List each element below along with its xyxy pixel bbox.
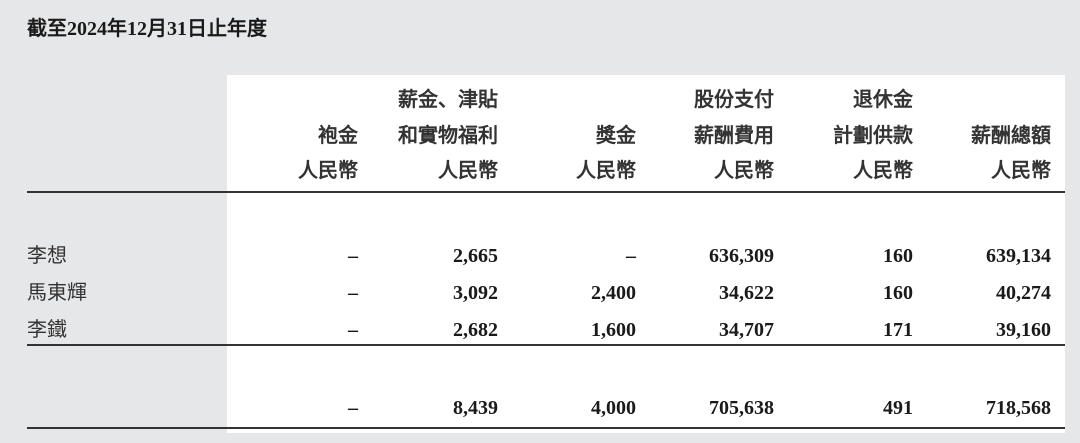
table-cell: 636,309 xyxy=(709,245,774,267)
table-cell: 160 xyxy=(883,282,913,304)
row-name: 馬東輝 xyxy=(27,282,87,304)
table-cell: 39,160 xyxy=(996,319,1051,341)
column-header-line: 薪酬費用 xyxy=(694,125,774,147)
column-header-line: 退休金 xyxy=(853,89,913,111)
table-cell: 3,092 xyxy=(453,282,498,304)
column-header-line: 人民幣 xyxy=(298,160,358,182)
table-cell: 639,134 xyxy=(986,245,1051,267)
total-cell: 718,568 xyxy=(986,397,1051,419)
total-cell: 8,439 xyxy=(453,397,498,419)
table-cell: 171 xyxy=(883,319,913,341)
subtotal-rule xyxy=(27,344,1065,346)
column-header-line: 人民幣 xyxy=(438,160,498,182)
table-cell: 2,400 xyxy=(591,282,636,304)
total-rule xyxy=(27,427,1065,429)
column-header-line: 薪金、津貼 xyxy=(398,89,498,111)
table-cell: – xyxy=(348,319,358,341)
total-cell: 491 xyxy=(883,397,913,419)
column-header-line: 人民幣 xyxy=(991,160,1051,182)
column-header-line: 人民幣 xyxy=(853,160,913,182)
total-cell: 705,638 xyxy=(709,397,774,419)
row-name: 李想 xyxy=(27,245,67,267)
table-cell: 1,600 xyxy=(591,319,636,341)
table-title: 截至2024年12月31日止年度 xyxy=(27,18,267,40)
total-cell: – xyxy=(348,397,358,419)
column-header-line: 人民幣 xyxy=(576,160,636,182)
table-cell: 34,622 xyxy=(719,282,774,304)
column-header-line: 人民幣 xyxy=(714,160,774,182)
column-header-line: 股份支付 xyxy=(694,89,774,111)
table-cell: – xyxy=(348,282,358,304)
table-cell: – xyxy=(348,245,358,267)
column-header-line: 薪酬總額 xyxy=(971,125,1051,147)
table-cell: 2,682 xyxy=(453,319,498,341)
table-panel xyxy=(227,75,1065,433)
row-name: 李鐵 xyxy=(27,319,67,341)
table-cell: 160 xyxy=(883,245,913,267)
table-cell: – xyxy=(626,245,636,267)
table-cell: 34,707 xyxy=(719,319,774,341)
column-header-line: 和實物福利 xyxy=(398,125,498,147)
header-rule xyxy=(27,191,1065,193)
table-cell: 2,665 xyxy=(453,245,498,267)
column-header-line: 計劃供款 xyxy=(833,125,913,147)
column-header-line: 獎金 xyxy=(596,125,636,147)
column-header-line: 袍金 xyxy=(318,125,358,147)
table-cell: 40,274 xyxy=(996,282,1051,304)
total-cell: 4,000 xyxy=(591,397,636,419)
